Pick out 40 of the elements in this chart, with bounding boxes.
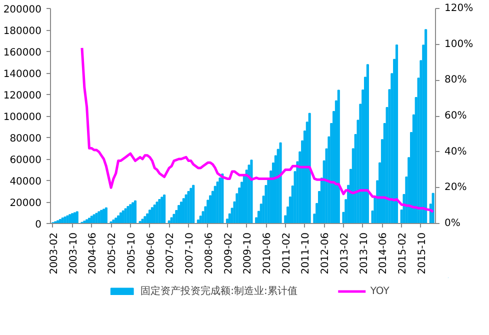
x-tick-label: 2010-06	[262, 232, 274, 274]
x-tick-label: 2007-10	[184, 232, 196, 274]
x-tick-label: 2007-02	[165, 232, 176, 274]
y-tick-label: 120000	[3, 90, 42, 102]
x-tick-label: 2009-02	[223, 232, 234, 274]
legend-label: 固定资产投资完成额:制造业:累计值	[140, 284, 298, 298]
y-tick-label: 0	[35, 220, 42, 230]
y-tick-label: 140000	[3, 69, 42, 80]
x-tick-label: 2014-06	[378, 232, 390, 274]
x-tick-label: 2011-02	[281, 232, 292, 274]
y2-tick-label: 120%	[444, 3, 474, 14]
y-tick-label: 160000	[3, 48, 42, 58]
x-tick-label: 2003-10	[68, 232, 80, 274]
x-tick-label: 2011-10	[300, 232, 312, 274]
y-tick-label: 80000	[10, 134, 42, 144]
x-tick-label: 2004-06	[88, 232, 99, 274]
x-tick-label: 2015-02	[398, 232, 409, 274]
x-tick-label: 2003-02	[48, 232, 60, 274]
y2-tick-label: 20%	[444, 182, 467, 194]
x-tick-label: 2015-10	[416, 232, 428, 274]
x-tick-label: 2013-10	[358, 232, 370, 274]
y-tick-label: 40000	[10, 176, 42, 188]
x-tick-label: 2012-06	[320, 232, 332, 274]
y-tick-label: 60000	[10, 155, 42, 166]
x-tick-label: 2009-10	[242, 232, 254, 274]
y2-tick-label: 100%	[444, 38, 474, 50]
y-tick-label: 200000	[3, 4, 42, 16]
y2-tick-label: 80%	[444, 74, 467, 86]
y2-tick-label: 40%	[444, 146, 467, 158]
legend-label: YOY	[370, 286, 390, 296]
x-tick-label: 2013-02	[339, 232, 350, 274]
y-tick-label: 100000	[3, 112, 42, 123]
x-tick-label: 2006-06	[146, 232, 157, 274]
x-tick-label: 2005-10	[126, 232, 138, 274]
x-tick-label: 2005-02	[107, 232, 118, 274]
y2-tick-label: 0%	[444, 218, 460, 229]
y-tick-label: 20000	[10, 198, 42, 209]
y2-tick-label: 60%	[444, 110, 467, 122]
x-tick-label: 2008-06	[204, 232, 215, 274]
y-tick-label: 180000	[3, 26, 42, 37]
